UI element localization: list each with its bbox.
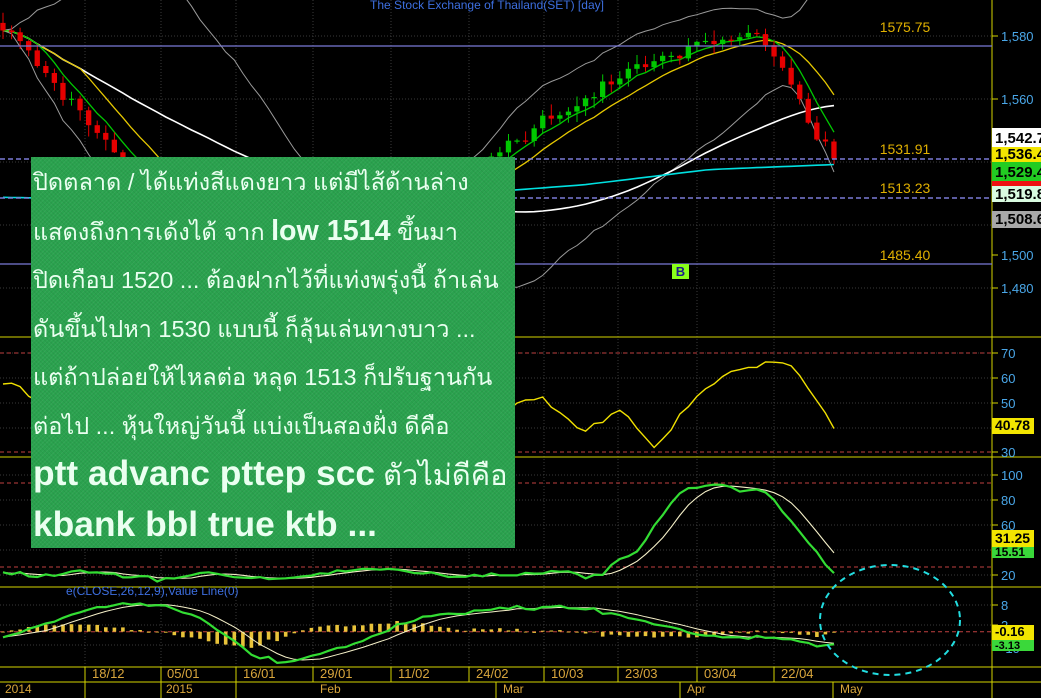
svg-text:23/03: 23/03	[625, 666, 658, 681]
svg-text:The Stock Exchange of Thailand: The Stock Exchange of Thailand(SET) [day…	[370, 0, 604, 12]
svg-text:1,536.44: 1,536.44	[995, 146, 1041, 163]
svg-text:Mar: Mar	[503, 682, 524, 696]
svg-text:80: 80	[1001, 493, 1015, 508]
svg-text:50: 50	[1001, 396, 1015, 411]
svg-text:40.78: 40.78	[995, 417, 1030, 433]
svg-text:10/03: 10/03	[551, 666, 584, 681]
svg-text:11/02: 11/02	[398, 666, 430, 681]
svg-text:2015: 2015	[166, 682, 193, 696]
svg-text:18/12: 18/12	[92, 666, 125, 681]
svg-text:Feb: Feb	[320, 682, 341, 696]
svg-text:2014: 2014	[5, 682, 32, 696]
svg-text:1,580: 1,580	[1001, 29, 1034, 44]
svg-text:70: 70	[1001, 346, 1015, 361]
svg-text:100: 100	[1001, 468, 1023, 483]
svg-text:Apr: Apr	[687, 682, 706, 696]
svg-text:15.51: 15.51	[995, 545, 1025, 559]
svg-text:1,529.40: 1,529.40	[995, 164, 1041, 181]
svg-text:8: 8	[1001, 598, 1008, 613]
svg-text:-0.16: -0.16	[995, 624, 1025, 639]
svg-text:1,480: 1,480	[1001, 281, 1034, 296]
svg-text:30: 30	[1001, 445, 1015, 460]
svg-text:1,500: 1,500	[1001, 248, 1034, 263]
svg-text:05/01: 05/01	[167, 666, 200, 681]
svg-text:1,519.88: 1,519.88	[995, 186, 1041, 203]
svg-text:20: 20	[1001, 568, 1015, 583]
svg-text:31.25: 31.25	[995, 530, 1030, 546]
svg-text:-3.13: -3.13	[995, 640, 1020, 652]
svg-text:1575.75: 1575.75	[880, 19, 931, 35]
svg-text:1,542.77: 1,542.77	[995, 130, 1041, 147]
svg-text:1531.91: 1531.91	[880, 141, 931, 157]
svg-text:1513.23: 1513.23	[880, 180, 931, 196]
svg-text:03/04: 03/04	[704, 666, 737, 681]
svg-text:B: B	[676, 264, 685, 279]
svg-text:1,560: 1,560	[1001, 92, 1034, 107]
svg-text:22/04: 22/04	[781, 666, 814, 681]
svg-text:1,508.62: 1,508.62	[995, 211, 1041, 228]
svg-text:16/01: 16/01	[243, 666, 276, 681]
svg-text:60: 60	[1001, 371, 1015, 386]
svg-text:24/02: 24/02	[476, 666, 509, 681]
svg-text:29/01: 29/01	[320, 666, 353, 681]
svg-text:1485.40: 1485.40	[880, 247, 931, 263]
svg-text:May: May	[840, 682, 863, 696]
